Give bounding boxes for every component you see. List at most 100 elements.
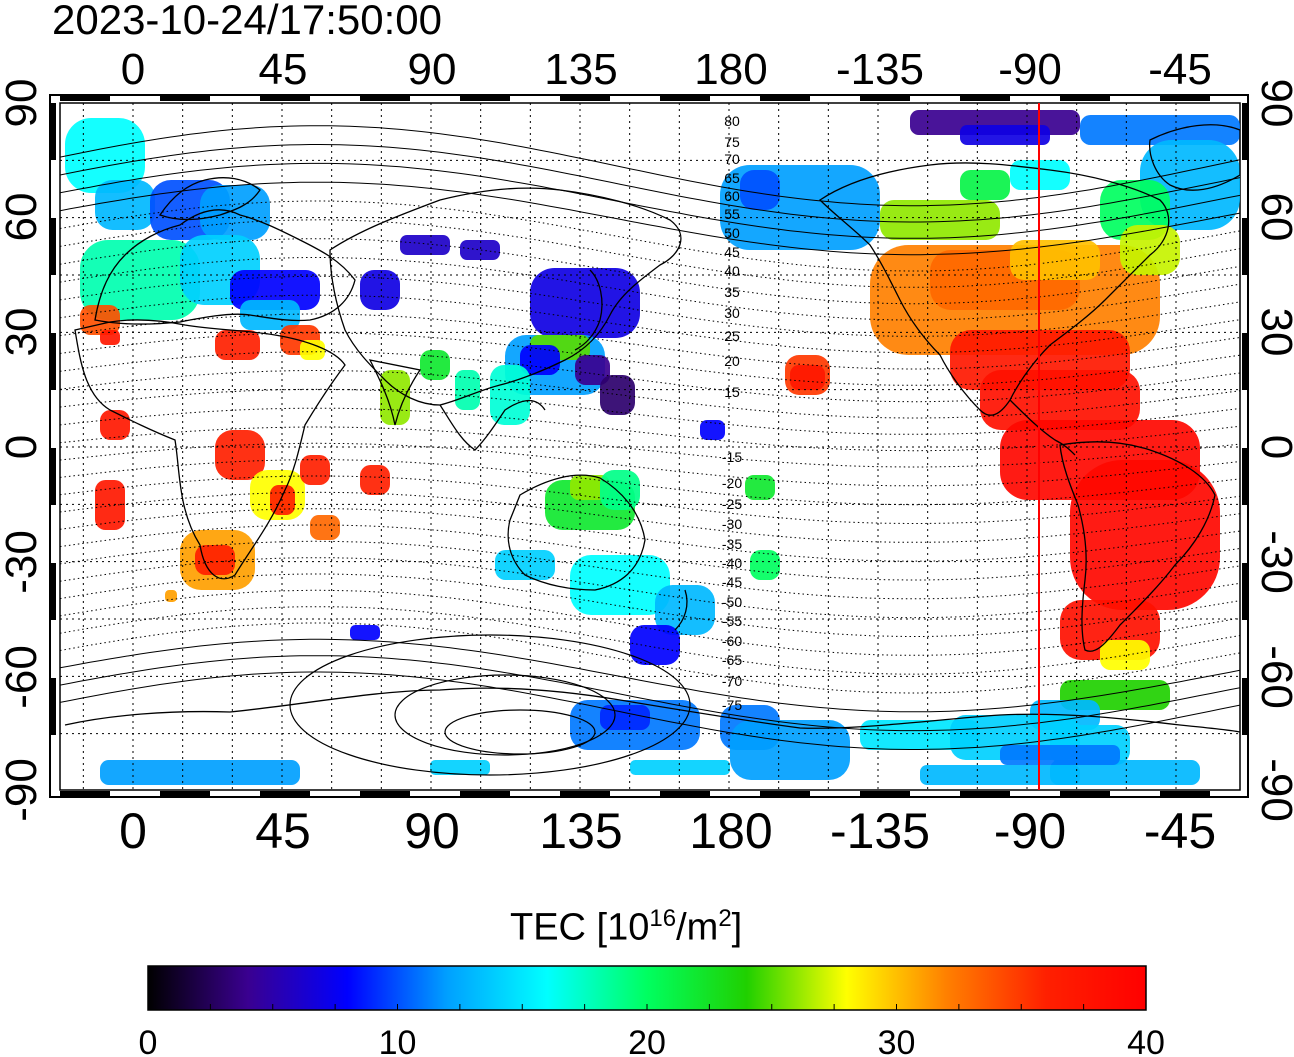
frame-ticks — [50, 95, 1248, 797]
frame-tick — [1160, 95, 1210, 101]
coast-central-america — [1009, 399, 1076, 456]
frame-tick — [460, 95, 510, 101]
tec-patch — [310, 515, 340, 540]
tec-patch — [360, 270, 400, 310]
tec-patch — [700, 420, 725, 440]
tec-patch — [420, 350, 450, 380]
right-lat-tick-label: -60 — [1252, 645, 1294, 709]
magnetic-latitude-label: -30 — [722, 516, 742, 532]
coast-europe — [94, 209, 356, 325]
magnetic-latitude-label: 55 — [724, 206, 740, 222]
right-lat-tick-label: 60 — [1252, 193, 1294, 242]
right-lat-tick-label: 0 — [1252, 435, 1294, 459]
magnetic-latitude-contour — [60, 589, 1240, 656]
frame-tick — [460, 791, 510, 797]
tec-patch — [600, 375, 635, 415]
tec-patch — [165, 590, 177, 602]
coast-japan — [574, 269, 603, 351]
magnetic-latitude-label: -75 — [722, 697, 742, 713]
magnetic-latitude-contour — [60, 181, 1240, 256]
tec-patch — [300, 455, 330, 485]
tec-patch — [360, 465, 390, 495]
magnetic-latitude-label: -50 — [722, 594, 742, 610]
tec-patch — [100, 330, 120, 345]
tec-patch — [1050, 760, 1200, 785]
frame-tick — [160, 791, 210, 797]
top-lon-tick-label: 45 — [259, 45, 308, 94]
tec-patch — [630, 760, 730, 775]
magnetic-latitude-label: 25 — [724, 328, 740, 344]
magnetic-latitude-label: 20 — [724, 353, 740, 369]
frame-tick — [50, 218, 56, 275]
bottom-lon-tick-label: 135 — [539, 803, 622, 859]
frame-tick — [1242, 563, 1248, 620]
top-longitude-ticks: 0 45 90 135 180 -135 -90 -45 — [121, 45, 1212, 94]
frame-tick — [1160, 791, 1210, 797]
magnetic-latitude-contour — [60, 655, 1240, 732]
magnetic-latitude-label: -35 — [722, 536, 742, 552]
magnetic-latitude-label: -55 — [722, 613, 742, 629]
magnetic-latitude-contour — [60, 125, 1240, 207]
magnetic-latitude-label: 50 — [724, 225, 740, 241]
tec-patch — [215, 430, 265, 480]
magnetic-latitude-label: -15 — [722, 449, 742, 465]
tec-patch — [1000, 745, 1120, 765]
coast-se-asia — [439, 399, 546, 451]
top-lon-tick-label: -90 — [998, 45, 1062, 94]
magnetic-latitude-contour — [60, 200, 1240, 272]
frame-tick — [660, 791, 710, 797]
coast-europe-africa — [74, 319, 346, 580]
coast-scandinavia — [158, 177, 261, 221]
coast-nz — [674, 589, 688, 631]
magnetic-latitude-label: 30 — [724, 305, 740, 321]
right-lat-tick-label: -30 — [1252, 530, 1294, 594]
magnetic-latitude-contour — [60, 162, 1240, 239]
tec-patch — [1100, 640, 1150, 670]
left-lat-tick-label: 60 — [0, 193, 46, 242]
tec-patch — [980, 370, 1140, 430]
tec-patch — [740, 170, 780, 210]
magnetic-latitude-contour — [60, 475, 1240, 524]
bottom-lon-tick-label: -90 — [994, 803, 1066, 859]
colorbar-title-mid: /m — [676, 906, 719, 949]
map-title: 2023-10-24/17:50:00 — [52, 0, 442, 43]
top-lon-tick-label: 0 — [121, 45, 145, 94]
magnetic-latitude-contour — [60, 459, 1240, 506]
magnetic-latitude-contour — [60, 144, 1240, 223]
frame-tick — [360, 95, 410, 101]
tec-patch — [195, 545, 235, 575]
tec-patch — [750, 550, 780, 580]
tec-patch — [745, 475, 775, 500]
bottom-lon-tick-label: -45 — [1144, 803, 1216, 859]
tec-patch — [80, 305, 120, 335]
colorbar-ticks: 0 10 20 30 40 — [139, 1004, 1165, 1057]
magnetic-latitude-contour — [60, 238, 1240, 305]
coast-australia — [507, 474, 646, 591]
colorbar-title-exp2: 2 — [718, 905, 732, 932]
tec-patch — [880, 200, 1000, 240]
lat-lon-grid — [60, 103, 1240, 790]
tec-patch — [400, 235, 450, 255]
magnetic-latitude-label: -70 — [722, 673, 742, 689]
left-lat-tick-label: 90 — [0, 79, 46, 128]
tec-patch — [570, 555, 670, 615]
coast-south-america — [1059, 441, 1216, 652]
frame-tick — [760, 95, 810, 101]
coast-antarctica — [64, 687, 1240, 733]
tec-patch — [430, 760, 490, 775]
tec-patch — [300, 340, 325, 360]
coast-greenland — [1149, 124, 1240, 191]
magnetic-latitude-contour — [60, 442, 1240, 487]
bottom-lon-tick-label: -135 — [830, 803, 930, 859]
left-lat-tick-label: -90 — [0, 758, 46, 822]
frame-tick — [60, 791, 110, 797]
frame-tick — [260, 95, 310, 101]
magnetic-latitude-contour — [60, 671, 1240, 750]
frame-tick — [60, 95, 110, 101]
top-lon-tick-label: -45 — [1148, 45, 1212, 94]
magnetic-latitude-label: -60 — [722, 633, 742, 649]
magnetic-latitude-label: -65 — [722, 652, 742, 668]
frame-tick — [560, 791, 610, 797]
left-lat-tick-label: 0 — [0, 435, 46, 459]
frame-tick — [160, 95, 210, 101]
